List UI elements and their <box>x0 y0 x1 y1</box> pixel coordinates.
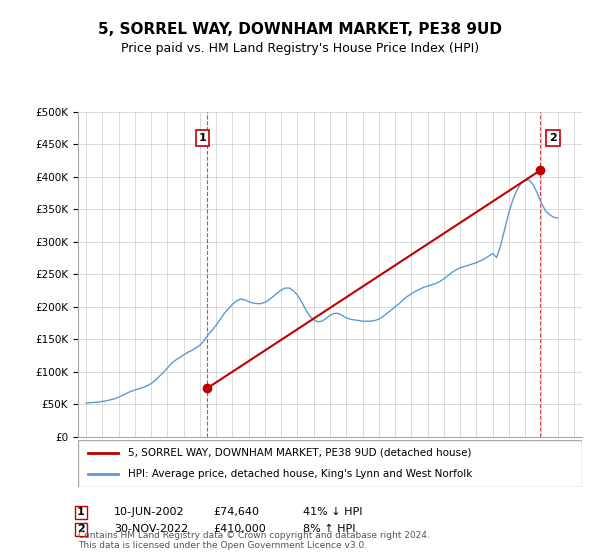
Text: Price paid vs. HM Land Registry's House Price Index (HPI): Price paid vs. HM Land Registry's House … <box>121 42 479 55</box>
Text: 5, SORREL WAY, DOWNHAM MARKET, PE38 9UD: 5, SORREL WAY, DOWNHAM MARKET, PE38 9UD <box>98 22 502 38</box>
Text: 5, SORREL WAY, DOWNHAM MARKET, PE38 9UD (detached house): 5, SORREL WAY, DOWNHAM MARKET, PE38 9UD … <box>128 448 472 458</box>
Text: 41% ↓ HPI: 41% ↓ HPI <box>303 507 362 517</box>
Text: £74,640: £74,640 <box>213 507 259 517</box>
FancyBboxPatch shape <box>78 440 582 487</box>
Text: 8% ↑ HPI: 8% ↑ HPI <box>303 524 355 534</box>
Text: 30-NOV-2022: 30-NOV-2022 <box>114 524 188 534</box>
Text: Contains HM Land Registry data © Crown copyright and database right 2024.
This d: Contains HM Land Registry data © Crown c… <box>78 530 430 550</box>
Text: 1: 1 <box>77 507 85 517</box>
Text: 10-JUN-2002: 10-JUN-2002 <box>114 507 185 517</box>
Text: £410,000: £410,000 <box>213 524 266 534</box>
Text: 2: 2 <box>549 133 557 143</box>
Text: HPI: Average price, detached house, King's Lynn and West Norfolk: HPI: Average price, detached house, King… <box>128 469 473 479</box>
Text: 1: 1 <box>199 133 206 143</box>
Text: 2: 2 <box>77 524 85 534</box>
